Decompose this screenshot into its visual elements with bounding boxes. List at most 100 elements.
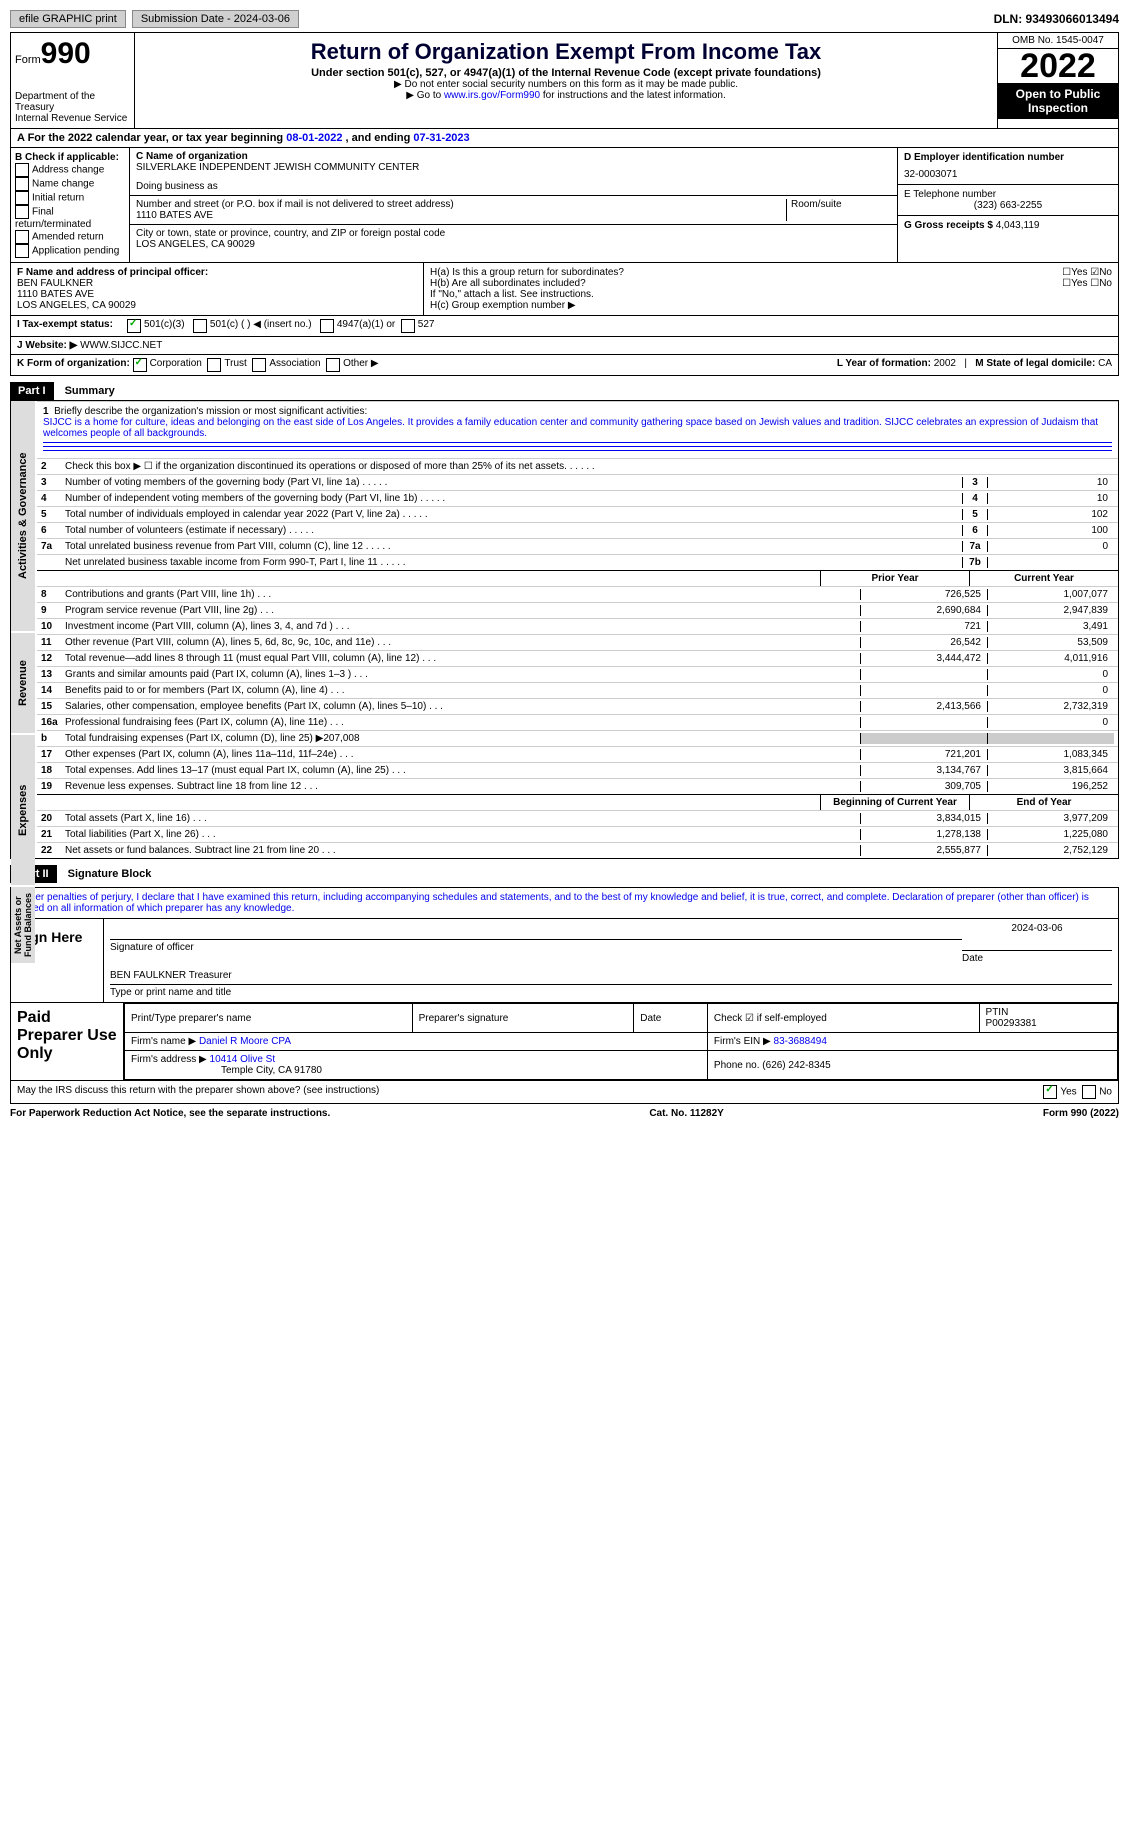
table-row: 5Total number of individuals employed in… [37,506,1118,522]
part1-label: Part I [10,382,54,400]
officer-addr: 1110 BATES AVE [17,289,417,300]
pra-notice: For Paperwork Reduction Act Notice, see … [10,1108,330,1119]
check-final[interactable]: Final return/terminated [15,205,125,230]
discuss-yes[interactable] [1043,1085,1057,1099]
table-row: 8Contributions and grants (Part VIII, li… [37,586,1118,602]
check-initial[interactable]: Initial return [15,191,125,205]
table-row: 13Grants and similar amounts paid (Part … [37,666,1118,682]
prep-h4: Check ☑ if self-employed [707,1004,979,1033]
fgh-block: F Name and address of principal officer:… [10,263,1119,316]
l-label: L Year of formation: [837,358,931,369]
check-trust[interactable] [207,358,221,372]
ein-value: 32-0003071 [904,169,1112,180]
tab-netassets: Net Assets or Fund Balances [11,887,35,963]
sig-officer-name: BEN FAULKNER Treasurer [110,970,232,981]
table-row: 7aTotal unrelated business revenue from … [37,538,1118,554]
discuss-no[interactable] [1082,1085,1096,1099]
opt-other: Other ▶ [343,358,378,372]
form-subtitle: Under section 501(c), 527, or 4947(a)(1)… [139,67,993,79]
hc-label: H(c) Group exemption number ▶ [430,300,1112,311]
part1-title: Summary [57,385,115,397]
check-assoc[interactable] [252,358,266,372]
tab-governance: Activities & Governance [11,401,35,631]
sig-date-label: Date [962,953,983,964]
prep-h5: PTIN [986,1007,1009,1018]
form-org-row: K Form of organization: Corporation Trus… [10,355,1119,376]
table-row: 3Number of voting members of the governi… [37,474,1118,490]
check-other[interactable] [326,358,340,372]
ha-label: H(a) Is this a group return for subordin… [430,267,624,278]
check-address[interactable]: Address change [15,163,125,177]
line1-num: 1 [43,406,49,417]
m-value: CA [1098,358,1112,369]
efile-print-button[interactable]: efile GRAPHIC print [10,10,126,28]
table-row: 10Investment income (Part VIII, column (… [37,618,1118,634]
hb-no: No [1099,278,1112,289]
public-inspection-badge: Open to Public Inspection [998,83,1118,119]
opt-527: 527 [418,319,435,333]
table-row: 14Benefits paid to or for members (Part … [37,682,1118,698]
tax-end-date: 07-31-2023 [413,132,469,144]
irs-link[interactable]: www.irs.gov/Form990 [444,90,540,101]
check-4947[interactable] [320,319,334,333]
dept-label: Department of the Treasury [15,91,130,113]
form-ref: Form 990 (2022) [1043,1108,1119,1119]
firm-city: Temple City, CA 91780 [221,1065,322,1076]
opt-501c: 501(c) ( ) ◀ (insert no.) [210,319,312,333]
col-eoy: End of Year [969,795,1118,810]
org-city: LOS ANGELES, CA 90029 [136,239,891,250]
submission-date-button[interactable]: Submission Date - 2024-03-06 [132,10,299,28]
sig-type-label: Type or print name and title [110,987,231,998]
firm-ein: 83-3688494 [774,1036,827,1047]
table-row: 16aProfessional fundraising fees (Part I… [37,714,1118,730]
tel-value: (323) 663-2255 [904,200,1112,211]
table-row: 15Salaries, other compensation, employee… [37,698,1118,714]
summary-section: Activities & Governance Revenue Expenses… [10,400,1119,859]
checkb-label: B Check if applicable: [15,152,125,163]
m-label: M State of legal domicile: [975,358,1095,369]
bottom-line: For Paperwork Reduction Act Notice, see … [10,1104,1119,1123]
hb-yes: Yes [1071,278,1087,289]
check-501c3[interactable] [127,319,141,333]
check-amended[interactable]: Amended return [15,230,125,244]
officer-name: BEN FAULKNER [17,278,417,289]
cat-no: Cat. No. 11282Y [649,1108,723,1119]
firm-name: Daniel R Moore CPA [199,1036,291,1047]
website-value: WWW.SIJCC.NET [80,340,162,351]
status-row: I Tax-exempt status: 501(c)(3) 501(c) ( … [10,316,1119,337]
mission-label: Briefly describe the organization's miss… [54,406,367,417]
check-name[interactable]: Name change [15,177,125,191]
prep-h1: Print/Type preparer's name [125,1004,413,1033]
form-header: Form990 Department of the Treasury Inter… [10,32,1119,129]
discuss-question: May the IRS discuss this return with the… [17,1085,379,1099]
check-corp[interactable] [133,358,147,372]
opt-assoc: Association [269,358,320,372]
table-row: 20Total assets (Part X, line 16) . . .3,… [37,810,1118,826]
signature-block: Under penalties of perjury, I declare th… [10,887,1119,1003]
sig-date-value: 2024-03-06 [962,923,1112,934]
part2-title: Signature Block [60,868,152,880]
check-pending[interactable]: Application pending [15,244,125,258]
form-number: 990 [41,37,91,70]
entity-block: B Check if applicable: Address change Na… [10,148,1119,263]
k-label: K Form of organization: [17,358,130,372]
gross-value: 4,043,119 [996,220,1040,231]
taxyear-mid: , and ending [346,132,411,144]
form-note1: ▶ Do not enter social security numbers o… [139,79,993,90]
tab-revenue: Revenue [11,633,35,733]
topbar: efile GRAPHIC print Submission Date - 20… [10,10,1119,28]
check-501c[interactable] [193,319,207,333]
form-note2: ▶ Go to www.irs.gov/Form990 for instruct… [139,90,993,101]
discuss-row: May the IRS discuss this return with the… [10,1081,1119,1104]
table-row: bTotal fundraising expenses (Part IX, co… [37,730,1118,746]
table-row: 11Other revenue (Part VIII, column (A), … [37,634,1118,650]
check-527[interactable] [401,319,415,333]
preparer-block: Paid Preparer Use Only Print/Type prepar… [10,1003,1119,1081]
table-row: 17Other expenses (Part IX, column (A), l… [37,746,1118,762]
j-label: J Website: ▶ [17,340,77,351]
form-title: Return of Organization Exempt From Incom… [139,39,993,65]
col-boy: Beginning of Current Year [820,795,969,810]
opt-trust: Trust [224,358,246,372]
tax-year-row: A For the 2022 calendar year, or tax yea… [10,129,1119,148]
table-row: 18Total expenses. Add lines 13–17 (must … [37,762,1118,778]
